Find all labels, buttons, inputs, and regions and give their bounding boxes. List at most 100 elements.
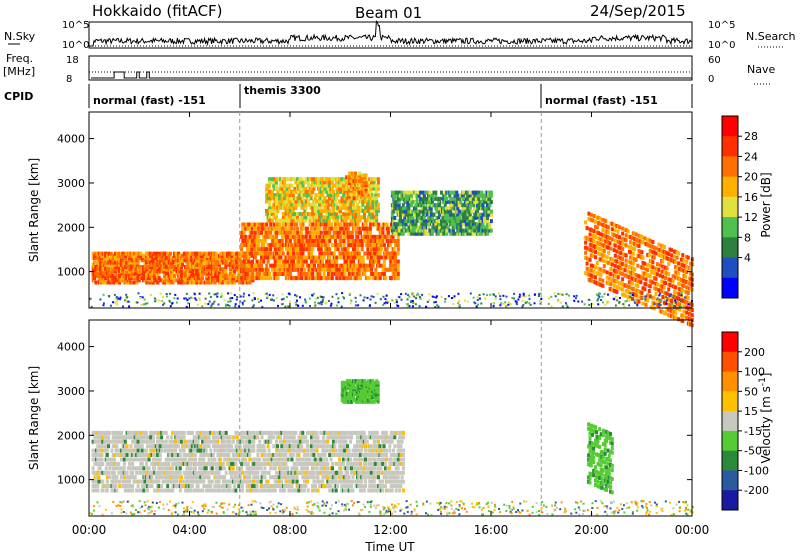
ground-cell	[281, 293, 284, 296]
cell	[109, 276, 113, 281]
cell	[130, 269, 134, 274]
cell	[91, 479, 95, 484]
cell	[334, 222, 337, 227]
cell	[151, 260, 155, 265]
ground-cell	[159, 292, 162, 295]
cell	[463, 212, 467, 217]
ground-cell	[201, 305, 204, 308]
cell	[619, 261, 623, 266]
cell	[226, 276, 229, 281]
ground-cell	[425, 305, 428, 308]
ground-cell	[354, 296, 357, 299]
ground-cell	[340, 305, 343, 308]
cell	[118, 256, 122, 261]
cell	[323, 177, 327, 182]
cell	[393, 206, 397, 211]
cell	[604, 219, 608, 224]
cell	[336, 189, 340, 194]
cell	[343, 234, 347, 239]
cell	[255, 267, 259, 272]
cell	[637, 254, 641, 259]
cell	[275, 251, 278, 256]
cell	[326, 208, 330, 213]
cell	[100, 448, 104, 453]
cell	[442, 215, 446, 220]
cell	[434, 193, 438, 198]
cell	[203, 251, 207, 256]
cell	[140, 258, 144, 263]
cell	[329, 215, 333, 220]
cpid-label: CPID	[4, 90, 33, 103]
cell	[323, 180, 327, 185]
cell	[677, 251, 681, 256]
cell	[372, 205, 376, 210]
cell	[351, 259, 355, 264]
cell	[151, 278, 155, 283]
cell	[318, 212, 321, 217]
cell	[340, 267, 344, 272]
ground-cell	[444, 300, 446, 303]
ground-cell	[280, 298, 283, 301]
cell	[272, 222, 276, 227]
ground-cell	[309, 305, 311, 307]
cell	[107, 444, 111, 449]
cell	[613, 274, 617, 278]
cell	[132, 269, 136, 274]
cell	[674, 315, 678, 320]
cell	[598, 216, 602, 221]
ground-cell	[482, 293, 485, 296]
cell	[242, 251, 246, 256]
cell	[484, 228, 488, 233]
cell	[251, 222, 255, 227]
cell	[437, 215, 441, 220]
cell	[311, 230, 315, 235]
cell	[196, 271, 200, 276]
cell	[347, 199, 351, 204]
ground-cell	[335, 293, 338, 296]
cell	[290, 255, 294, 260]
cell	[178, 253, 182, 258]
cell	[468, 225, 472, 230]
cell	[689, 271, 693, 276]
cell	[192, 267, 196, 272]
cell	[371, 202, 375, 207]
cell	[396, 239, 400, 243]
cell	[392, 272, 396, 276]
cell	[280, 239, 284, 243]
cell	[279, 263, 283, 268]
ground-cell	[522, 294, 525, 297]
cell	[407, 225, 411, 230]
ground-cell	[413, 302, 416, 305]
cell	[292, 259, 296, 264]
ground-cell	[241, 301, 244, 304]
cell	[154, 256, 158, 261]
cell	[371, 218, 375, 223]
cell	[122, 276, 126, 281]
cell	[657, 303, 661, 308]
cell	[175, 271, 179, 276]
cell	[453, 231, 457, 236]
ground-cell	[149, 294, 152, 296]
cell	[352, 192, 356, 197]
cell	[258, 239, 262, 243]
ground-cell	[143, 298, 146, 301]
cell	[384, 255, 388, 260]
ground-cell	[193, 293, 196, 296]
cell	[363, 212, 366, 217]
cell	[359, 263, 362, 268]
cell	[297, 243, 301, 248]
cell	[468, 212, 472, 217]
cell	[307, 263, 311, 268]
ground-cell	[452, 296, 455, 299]
cell	[364, 173, 368, 178]
cell	[237, 269, 241, 274]
y-tick-label: 4000	[57, 133, 85, 146]
cell	[315, 212, 319, 217]
cell	[181, 258, 184, 263]
cell	[333, 199, 337, 204]
cell	[336, 208, 340, 213]
cell	[478, 203, 482, 208]
ground-cell	[119, 298, 122, 301]
cell	[610, 227, 614, 232]
ground-cell	[432, 296, 435, 298]
